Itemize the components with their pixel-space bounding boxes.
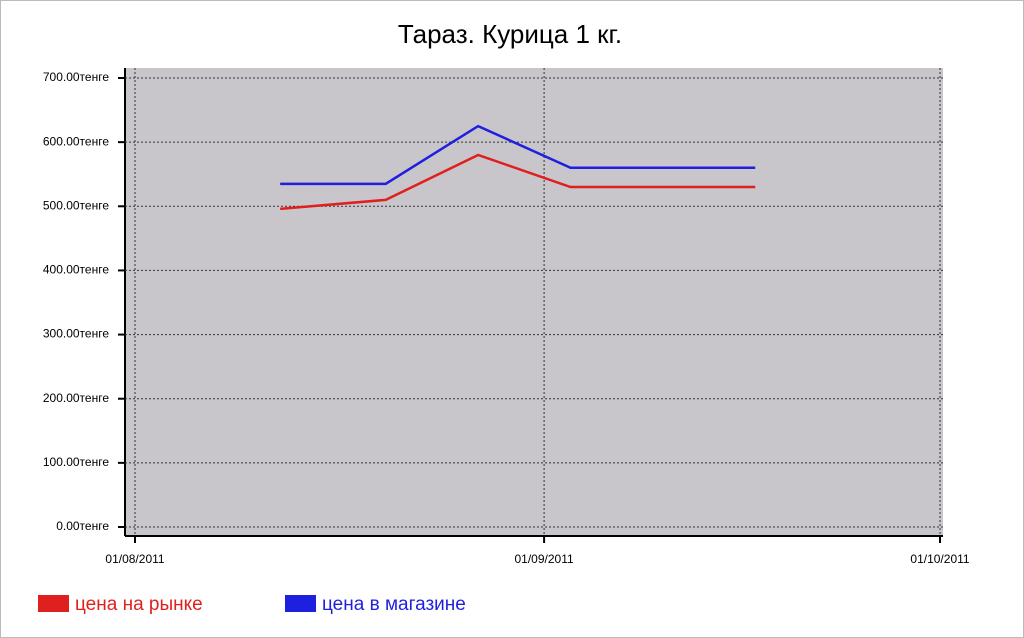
y-tick-label: 700.00тенге [43,70,109,84]
x-tick-label: 01/08/2011 [105,552,164,566]
chart-title: Тараз. Курица 1 кг. [398,19,622,49]
series-line [280,124,756,186]
legend-label: цена на рынке [75,594,203,615]
legend-swatch [285,595,316,612]
x-tick-label: 01/09/2011 [515,552,574,566]
y-tick-label: 400.00тенге [43,263,109,277]
legend-swatch [38,595,69,612]
legend-label: цена в магазине [322,594,466,615]
y-tick-label: 0.00тенге [56,519,109,533]
y-tick-label: 300.00тенге [43,327,109,341]
y-tick-label: 200.00тенге [43,391,109,405]
y-tick-label: 600.00тенге [43,134,109,148]
plot-area [125,68,943,535]
y-tick-label: 500.00тенге [43,198,109,212]
x-tick-label: 01/10/2011 [910,552,969,566]
y-tick-label: 100.00тенге [43,455,109,469]
series-line [280,153,756,211]
